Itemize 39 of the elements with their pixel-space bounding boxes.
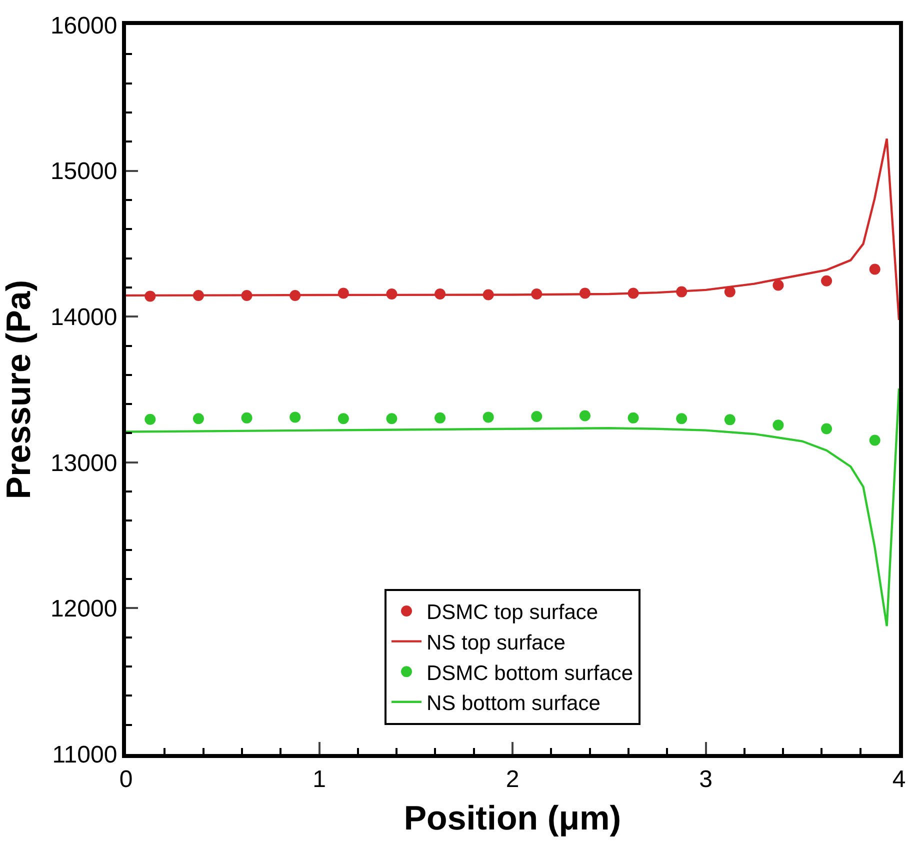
y-tick-label: 14000: [50, 304, 118, 331]
x-tick-label: 1: [312, 766, 326, 793]
point: [869, 434, 880, 446]
point: [821, 275, 832, 286]
point: [241, 412, 252, 424]
legend-label: NS bottom surface: [426, 692, 600, 716]
point: [290, 412, 301, 423]
x-tick-label: 0: [119, 766, 133, 793]
point: [482, 412, 494, 423]
point: [192, 413, 204, 424]
point: [434, 412, 446, 424]
x-axis-title: Position (μm): [404, 800, 622, 838]
legend-label: DSMC top surface: [426, 601, 598, 624]
x-tick-label: 2: [506, 766, 520, 793]
point: [724, 286, 736, 298]
point: [724, 414, 736, 426]
point: [386, 413, 398, 424]
legend-label: NS top surface: [426, 631, 566, 654]
y-axis-title: Pressure (Pa): [0, 280, 38, 500]
point: [338, 413, 349, 424]
y-tick-label: 11000: [52, 741, 118, 768]
line-series: [126, 387, 899, 628]
y-tick-label: 16000: [50, 12, 118, 40]
point: [869, 264, 880, 275]
x-tick-label: 3: [699, 766, 712, 793]
point: [772, 280, 784, 291]
point: [531, 410, 542, 422]
point: [676, 413, 688, 424]
y-tick-label: 12000: [50, 596, 118, 623]
y-tick-label: 15000: [50, 158, 118, 186]
point: [821, 423, 832, 434]
y-tick-label: 13000: [50, 450, 118, 477]
line-series: [126, 138, 899, 322]
legend-label: DSMC bottom surface: [426, 662, 634, 685]
point: [579, 410, 590, 422]
point: [628, 412, 639, 424]
point: [772, 420, 784, 431]
x-tick-label: 4: [892, 766, 906, 793]
point: [144, 414, 156, 425]
